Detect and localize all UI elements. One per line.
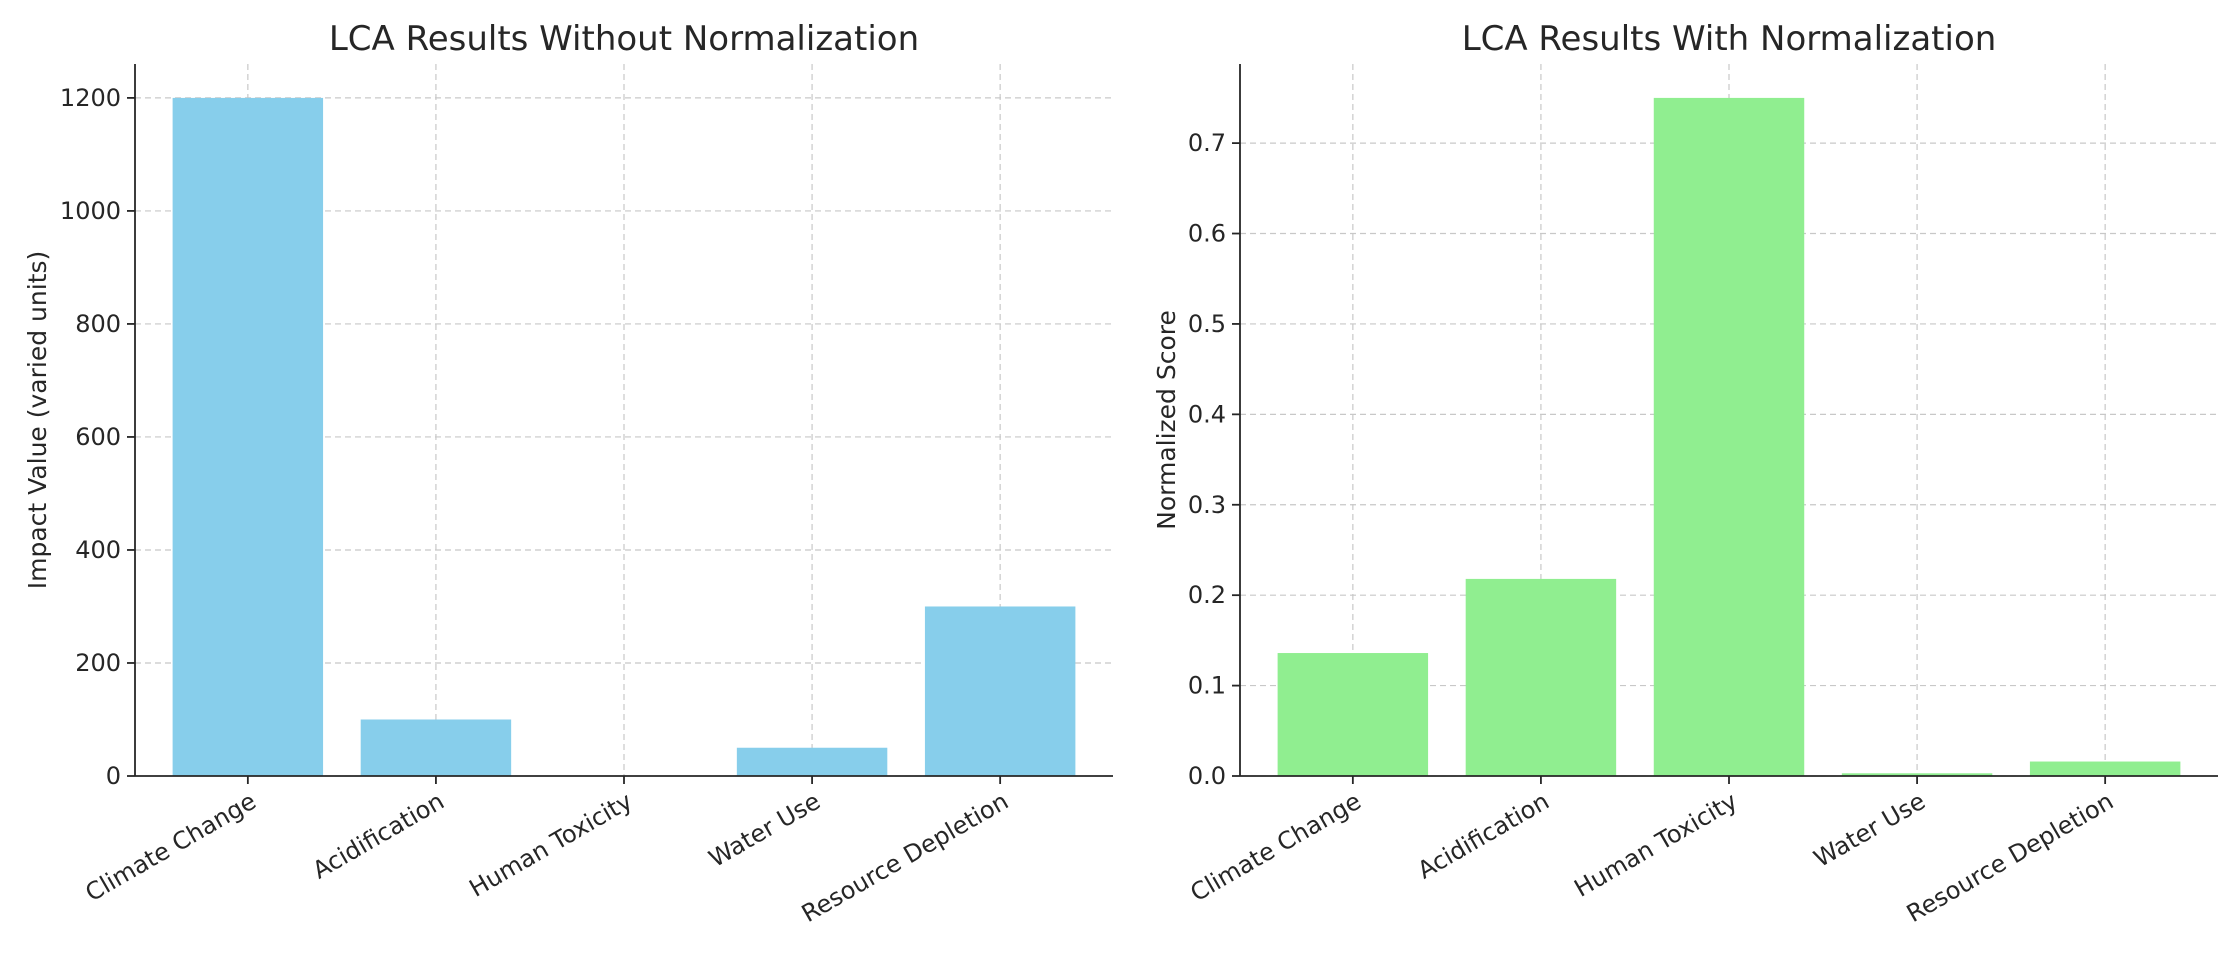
x-tick-label: Acidification [1413,787,1554,885]
y-tick-label: 400 [75,536,121,564]
x-tick-label: Acidification [308,787,449,885]
y-tick-label: 0 [106,762,121,790]
x-tick-label: Human Toxicity [464,787,637,903]
axes [127,64,1113,784]
chart-title: LCA Results Without Normalization [329,19,919,59]
y-tick-label: 0.3 [1188,491,1226,519]
chart-panel-with-normalization: LCA Results With Normalization Normalize… [1152,19,2218,928]
y-axis-label: Impact Value (varied units) [23,251,52,590]
bars [1277,97,2181,776]
x-tick-label: Climate Change [81,787,261,907]
y-tick-labels: 0.0 0.1 0.2 0.3 0.4 0.5 0.6 0.7 [1188,129,1226,790]
bar-water-use [736,747,888,776]
y-axis-label: Normalized Score [1152,310,1181,530]
y-tick-label: 800 [75,310,121,338]
bar-water-use [1841,773,1993,776]
y-tick-labels: 0 200 400 600 800 1000 1200 [60,84,121,790]
bar-acidification [1465,578,1617,776]
x-tick-labels: Climate Change Acidification Human Toxicit… [81,787,1013,928]
y-tick-label: 0.1 [1188,672,1226,700]
bar-resource-depletion [924,606,1076,776]
y-tick-label: 200 [75,649,121,677]
y-tick-label: 0.2 [1188,581,1226,609]
x-tick-label: Water Use [1809,787,1930,873]
y-tick-label: 0.6 [1188,220,1226,248]
x-tick-label: Resource Depletion [797,787,1013,928]
x-tick-label: Water Use [704,787,825,873]
y-tick-label: 0.0 [1188,762,1226,790]
bar-climate-change [1277,653,1429,776]
x-tick-label: Climate Change [1186,787,1366,907]
bar-human-toxicity [1653,97,1805,776]
y-tick-label: 600 [75,423,121,451]
bar-climate-change [172,97,324,776]
y-tick-label: 0.5 [1188,310,1226,338]
y-tick-label: 1200 [60,84,121,112]
chart-panel-without-normalization: LCA Results Without Normalization Impact… [23,19,1113,928]
y-tick-label: 0.7 [1188,129,1226,157]
bars [172,97,1076,776]
x-tick-labels: Climate Change Acidification Human Toxicit… [1186,787,2118,928]
y-tick-label: 1000 [60,197,121,225]
chart-title: LCA Results With Normalization [1462,19,1997,59]
y-tick-label: 0.4 [1188,400,1226,428]
x-tick-label: Human Toxicity [1569,787,1742,903]
bar-resource-depletion [2029,761,2181,776]
x-tick-label: Resource Depletion [1902,787,2118,928]
bar-acidification [360,719,512,776]
axes [1232,64,2218,784]
